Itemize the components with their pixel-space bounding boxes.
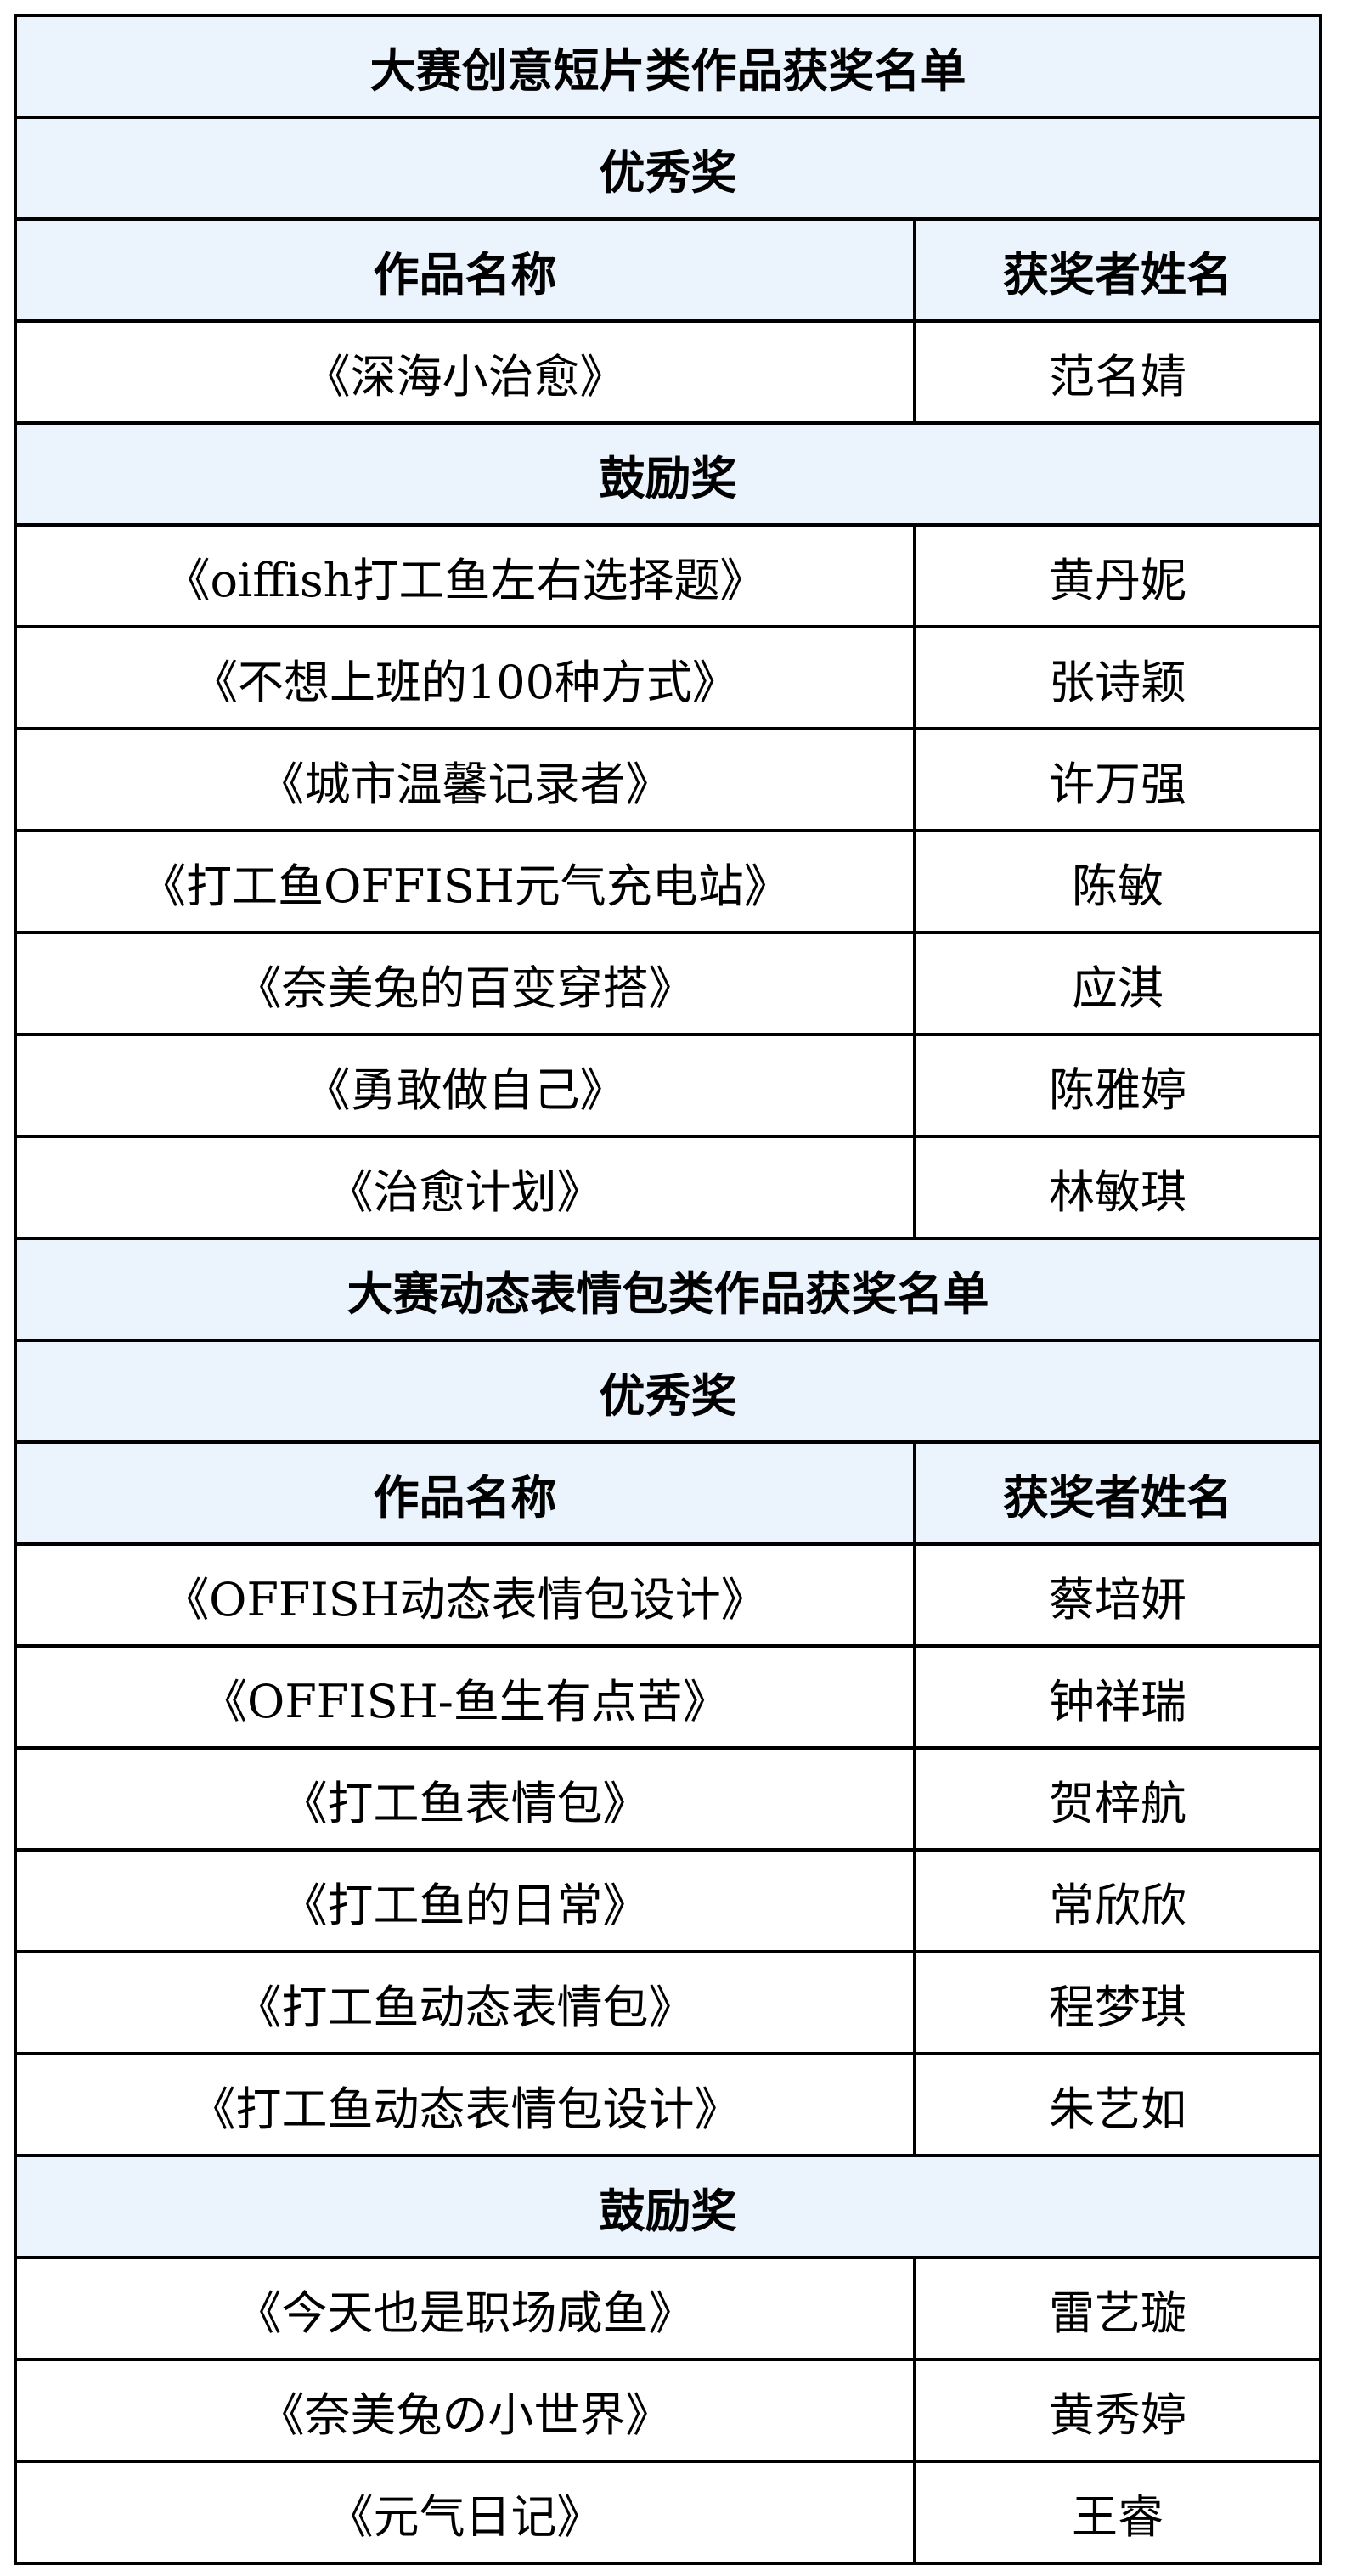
table-row: 《勇敢做自己》 陈雅婷 bbox=[14, 1033, 1322, 1138]
table-row: 《不想上班的100种方式》 张诗颖 bbox=[14, 625, 1322, 730]
award-list-table: 大赛创意短片类作品获奖名单 优秀奖 作品名称 获奖者姓名 《深海小治愈》 范名婧 鼓励奖 《o… bbox=[14, 14, 1322, 2565]
table-row: 《OFFISH动态表情包设计》 蔡培妍 bbox=[14, 1542, 1322, 1648]
work-name: 《打工鱼的日常》 bbox=[14, 1848, 916, 1953]
winner-name: 陈雅婷 bbox=[914, 1033, 1322, 1138]
work-name: 《不想上班的100种方式》 bbox=[14, 625, 916, 730]
table-row: 《今天也是职场咸鱼》 雷艺璇 bbox=[14, 2256, 1322, 2361]
table-row: 《治愈计划》 林敏琪 bbox=[14, 1135, 1322, 1240]
winner-name: 程梦琪 bbox=[914, 1950, 1322, 2055]
table-row: 《OFFISH-鱼生有点苦》 钟祥瑞 bbox=[14, 1644, 1322, 1750]
winner-name: 雷艺璇 bbox=[914, 2256, 1322, 2361]
award-level-row: 鼓励奖 bbox=[14, 2154, 1322, 2259]
work-name: 《打工鱼动态表情包》 bbox=[14, 1950, 916, 2055]
award-level: 鼓励奖 bbox=[14, 421, 1322, 527]
section-title-row: 大赛动态表情包类作品获奖名单 bbox=[14, 1237, 1322, 1342]
winner-name: 许万强 bbox=[914, 727, 1322, 832]
header-work-name: 作品名称 bbox=[14, 1440, 916, 1546]
award-level-row: 鼓励奖 bbox=[14, 421, 1322, 527]
table-row: 《打工鱼表情包》 贺梓航 bbox=[14, 1746, 1322, 1852]
winner-name: 张诗颖 bbox=[914, 625, 1322, 730]
table-row: 《oiffish打工鱼左右选择题》 黄丹妮 bbox=[14, 523, 1322, 628]
table-row: 《打工鱼OFFISH元气充电站》 陈敏 bbox=[14, 829, 1322, 934]
work-name: 《OFFISH-鱼生有点苦》 bbox=[14, 1644, 916, 1750]
winner-name: 王睿 bbox=[914, 2460, 1322, 2565]
award-level-row: 优秀奖 bbox=[14, 116, 1322, 221]
work-name: 《治愈计划》 bbox=[14, 1135, 916, 1240]
winner-name: 朱艺如 bbox=[914, 2052, 1322, 2157]
section-title: 大赛动态表情包类作品获奖名单 bbox=[14, 1237, 1322, 1342]
winner-name: 黄丹妮 bbox=[914, 523, 1322, 628]
work-name: 《今天也是职场咸鱼》 bbox=[14, 2256, 916, 2361]
award-level: 优秀奖 bbox=[14, 116, 1322, 221]
work-name: 《打工鱼OFFISH元气充电站》 bbox=[14, 829, 916, 934]
table-row: 《打工鱼动态表情包设计》 朱艺如 bbox=[14, 2052, 1322, 2157]
table-row: 《打工鱼动态表情包》 程梦琪 bbox=[14, 1950, 1322, 2055]
work-name: 《勇敢做自己》 bbox=[14, 1033, 916, 1138]
work-name: 《OFFISH动态表情包设计》 bbox=[14, 1542, 916, 1648]
work-name: 《打工鱼表情包》 bbox=[14, 1746, 916, 1852]
award-level: 鼓励奖 bbox=[14, 2154, 1322, 2259]
award-level: 优秀奖 bbox=[14, 1339, 1322, 1444]
table-row: 《打工鱼的日常》 常欣欣 bbox=[14, 1848, 1322, 1953]
table-row: 《元气日记》 王睿 bbox=[14, 2460, 1322, 2565]
work-name: 《深海小治愈》 bbox=[14, 319, 916, 425]
work-name: 《奈美兔の小世界》 bbox=[14, 2358, 916, 2463]
winner-name: 陈敏 bbox=[914, 829, 1322, 934]
column-header-row: 作品名称 获奖者姓名 bbox=[14, 1440, 1322, 1546]
winner-name: 蔡培妍 bbox=[914, 1542, 1322, 1648]
winner-name: 林敏琪 bbox=[914, 1135, 1322, 1240]
table-row: 《奈美兔的百变穿搭》 应淇 bbox=[14, 931, 1322, 1036]
winner-name: 范名婧 bbox=[914, 319, 1322, 425]
winner-name: 应淇 bbox=[914, 931, 1322, 1036]
header-winner-name: 获奖者姓名 bbox=[914, 1440, 1322, 1546]
work-name: 《元气日记》 bbox=[14, 2460, 916, 2565]
section-title-row: 大赛创意短片类作品获奖名单 bbox=[14, 14, 1322, 119]
work-name: 《奈美兔的百变穿搭》 bbox=[14, 931, 916, 1036]
winner-name: 钟祥瑞 bbox=[914, 1644, 1322, 1750]
winner-name: 贺梓航 bbox=[914, 1746, 1322, 1852]
winner-name: 黄秀婷 bbox=[914, 2358, 1322, 2463]
table-row: 《奈美兔の小世界》 黄秀婷 bbox=[14, 2358, 1322, 2463]
header-work-name: 作品名称 bbox=[14, 217, 916, 323]
work-name: 《打工鱼动态表情包设计》 bbox=[14, 2052, 916, 2157]
work-name: 《城市温馨记录者》 bbox=[14, 727, 916, 832]
header-winner-name: 获奖者姓名 bbox=[914, 217, 1322, 323]
table-row: 《城市温馨记录者》 许万强 bbox=[14, 727, 1322, 832]
table-row: 《深海小治愈》 范名婧 bbox=[14, 319, 1322, 425]
work-name: 《oiffish打工鱼左右选择题》 bbox=[14, 523, 916, 628]
column-header-row: 作品名称 获奖者姓名 bbox=[14, 217, 1322, 323]
award-level-row: 优秀奖 bbox=[14, 1339, 1322, 1444]
winner-name: 常欣欣 bbox=[914, 1848, 1322, 1953]
section-title: 大赛创意短片类作品获奖名单 bbox=[14, 14, 1322, 119]
